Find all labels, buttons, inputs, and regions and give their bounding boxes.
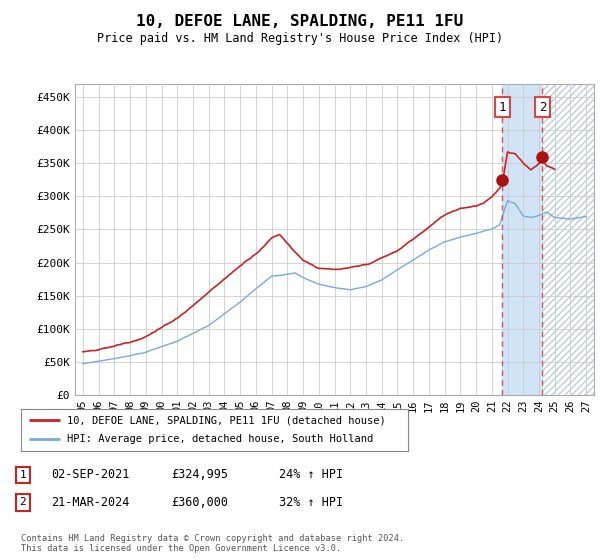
Text: 10, DEFOE LANE, SPALDING, PE11 1FU: 10, DEFOE LANE, SPALDING, PE11 1FU bbox=[136, 14, 464, 29]
Text: 24% ↑ HPI: 24% ↑ HPI bbox=[279, 468, 343, 482]
Text: 10, DEFOE LANE, SPALDING, PE11 1FU (detached house): 10, DEFOE LANE, SPALDING, PE11 1FU (deta… bbox=[67, 415, 386, 425]
Text: £360,000: £360,000 bbox=[171, 496, 228, 509]
Text: 32% ↑ HPI: 32% ↑ HPI bbox=[279, 496, 343, 509]
Text: Contains HM Land Registry data © Crown copyright and database right 2024.
This d: Contains HM Land Registry data © Crown c… bbox=[21, 534, 404, 553]
Text: 02-SEP-2021: 02-SEP-2021 bbox=[51, 468, 130, 482]
Text: 21-MAR-2024: 21-MAR-2024 bbox=[51, 496, 130, 509]
Text: 2: 2 bbox=[19, 497, 26, 507]
Bar bbox=[542, 84, 594, 395]
Text: HPI: Average price, detached house, South Holland: HPI: Average price, detached house, Sout… bbox=[67, 435, 374, 445]
Text: Price paid vs. HM Land Registry's House Price Index (HPI): Price paid vs. HM Land Registry's House … bbox=[97, 32, 503, 45]
Text: 1: 1 bbox=[499, 101, 506, 114]
Text: 1: 1 bbox=[19, 470, 26, 480]
Text: 2: 2 bbox=[539, 101, 546, 114]
Text: £324,995: £324,995 bbox=[171, 468, 228, 482]
Bar bbox=[502, 84, 542, 395]
